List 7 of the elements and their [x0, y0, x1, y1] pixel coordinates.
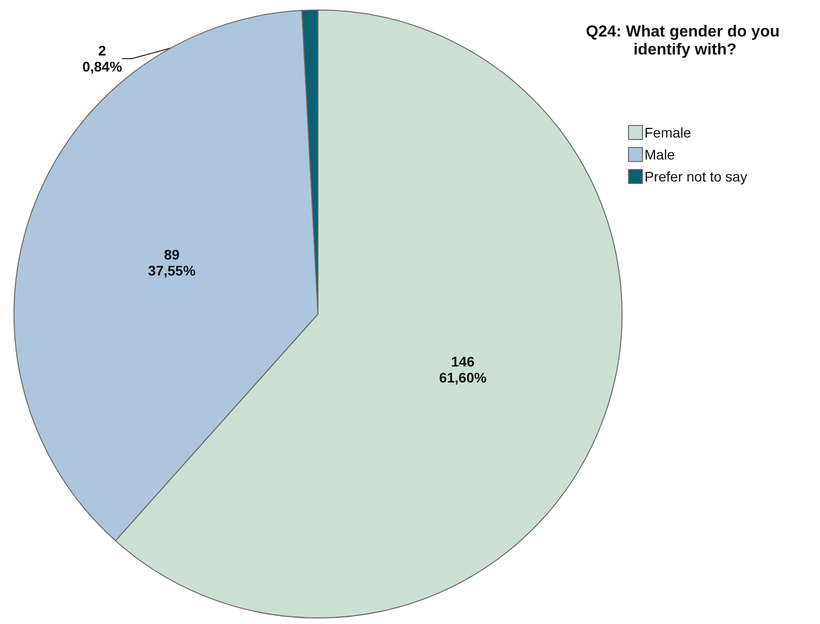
data-label: 146 61,60%: [439, 353, 488, 386]
data-label: 2 0,84%: [82, 42, 123, 75]
legend-title: Q24: What gender do you identify with?: [586, 24, 784, 58]
legend-label: Male: [644, 146, 676, 162]
legend-label: Female: [644, 124, 692, 140]
legend-label: Prefer not to say: [644, 168, 748, 184]
data-label: 89 37,55%: [148, 246, 196, 279]
